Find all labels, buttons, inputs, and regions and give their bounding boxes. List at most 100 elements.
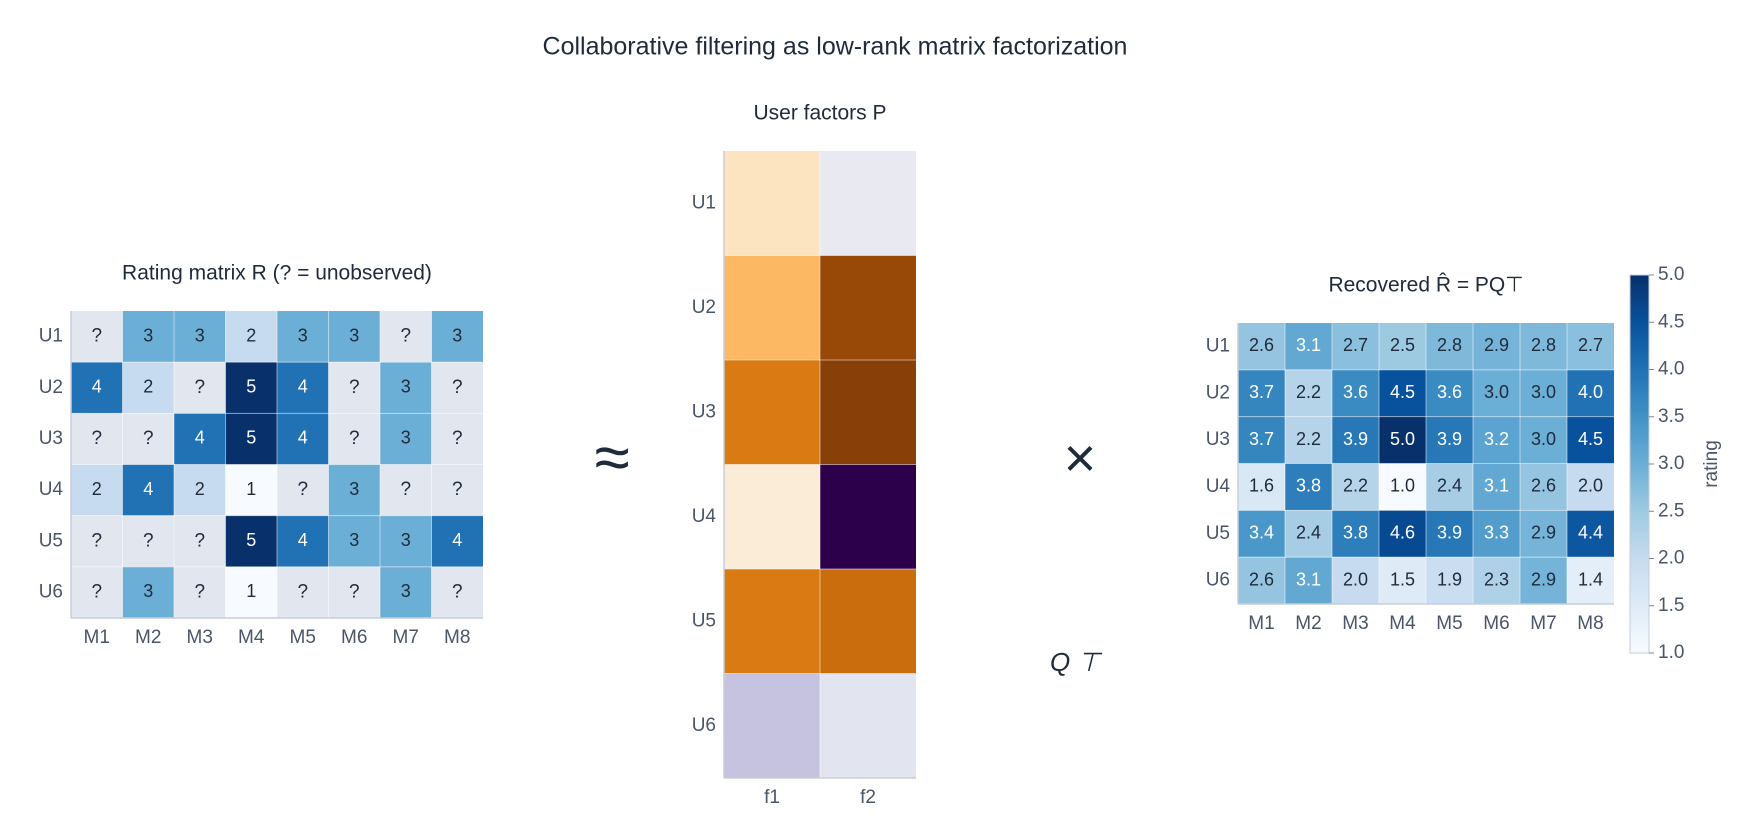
heatmap-cell <box>328 515 380 567</box>
missing-cell <box>328 413 380 465</box>
heatmap-cell <box>1426 510 1473 558</box>
heatmap-cell <box>1379 369 1426 417</box>
x-tick-label: M2 <box>135 627 161 648</box>
x-tick-label: M6 <box>1483 613 1509 634</box>
cell-value-label: 3.1 <box>1296 569 1321 589</box>
heatmap-cell <box>1567 323 1614 370</box>
x-tick-label: M7 <box>393 627 419 648</box>
cell-value-label: 2.8 <box>1437 335 1462 355</box>
heatmap-cell <box>1332 510 1379 558</box>
y-tick-label: U6 <box>692 715 716 736</box>
cell-value-label: 3.9 <box>1437 429 1462 449</box>
missing-label: ? <box>452 428 463 449</box>
heatmap-cell <box>1238 463 1285 511</box>
missing-cell <box>380 464 432 516</box>
heatmap-cell <box>724 569 820 674</box>
missing-cell <box>431 413 483 465</box>
heatmap-cell <box>1567 416 1614 464</box>
cell-value-label: 1.6 <box>1249 476 1274 496</box>
missing-label: ? <box>349 377 360 398</box>
missing-label: ? <box>91 581 102 602</box>
cell-value-label: 3 <box>195 325 205 345</box>
x-tick-label: M1 <box>1248 613 1274 634</box>
missing-cell <box>122 515 174 567</box>
heatmap-cell <box>380 413 432 465</box>
cell-value-label: 3 <box>401 581 411 601</box>
x-tick-label: M4 <box>238 627 265 648</box>
heatmap-cell <box>277 413 329 465</box>
heatmap-cell <box>1520 416 1567 464</box>
cell-value-label: 2.0 <box>1343 569 1368 589</box>
heatmap-cell <box>431 515 483 567</box>
cell-value-label: 2.8 <box>1531 335 1556 355</box>
chart-title: Rating matrix R (? = unobserved) <box>122 262 432 285</box>
heatmap-cell <box>1238 369 1285 417</box>
heatmap-cell <box>1379 323 1426 370</box>
heatmap-cell <box>380 362 432 414</box>
missing-label: ? <box>452 377 463 398</box>
cell-value-label: 3.7 <box>1249 382 1274 402</box>
cell-value-label: 5 <box>246 377 256 397</box>
x-tick-label: M8 <box>1577 613 1603 634</box>
heatmap-cell <box>1473 369 1520 417</box>
colorbar-tick-label: 5.0 <box>1658 264 1684 285</box>
y-tick-label: U6 <box>39 581 63 602</box>
y-tick-label: U5 <box>1206 523 1230 544</box>
cell-value-label: 4.5 <box>1578 429 1603 449</box>
heatmap-cell <box>820 360 916 465</box>
cell-value-label: 1.9 <box>1437 569 1462 589</box>
cell-value-label: 3 <box>143 581 153 601</box>
cell-value-label: 2.4 <box>1437 476 1462 496</box>
cell-value-label: 5.0 <box>1390 429 1415 449</box>
x-tick-label: M5 <box>1436 613 1462 634</box>
heatmap-cell <box>820 255 916 360</box>
heatmap-cell <box>820 673 916 778</box>
cell-value-label: 4 <box>195 428 205 448</box>
heatmap-cell <box>1238 510 1285 558</box>
cell-value-label: 2.6 <box>1531 476 1556 496</box>
cell-value-label: 2.6 <box>1249 569 1274 589</box>
chart-title: Recovered R̂ = PQ⊤ <box>1328 273 1523 296</box>
cell-value-label: 2 <box>92 479 102 499</box>
heatmap-cell <box>724 464 820 569</box>
approx-symbol: ≈ <box>594 421 629 493</box>
missing-cell <box>71 515 123 567</box>
heatmap-cell <box>122 464 174 516</box>
heatmap-cell <box>1332 323 1379 370</box>
y-tick-label: U3 <box>692 401 716 422</box>
heatmap-cell <box>277 362 329 414</box>
heatmap-cell <box>820 464 916 569</box>
cell-value-label: 2.2 <box>1343 476 1368 496</box>
heatmap-cell <box>1520 463 1567 511</box>
heatmap-cell <box>1285 510 1332 558</box>
missing-cell <box>71 566 123 618</box>
heatmap-cell <box>1379 510 1426 558</box>
cell-value-label: 4.0 <box>1578 382 1603 402</box>
cell-value-label: 2.7 <box>1343 335 1368 355</box>
missing-label: ? <box>194 377 205 398</box>
heatmap-cell <box>122 311 174 363</box>
missing-cell <box>380 311 432 363</box>
heatmap-cell <box>1379 463 1426 511</box>
cell-value-label: 2.2 <box>1296 429 1321 449</box>
cell-value-label: 3.4 <box>1249 523 1274 543</box>
missing-label: ? <box>452 479 463 500</box>
y-tick-label: U4 <box>692 506 717 527</box>
missing-cell <box>431 362 483 414</box>
heatmap-cell <box>1520 557 1567 604</box>
cell-value-label: 3.6 <box>1437 382 1462 402</box>
cell-value-label: 3 <box>349 479 359 499</box>
missing-cell <box>71 413 123 465</box>
missing-label: ? <box>91 530 102 551</box>
cell-value-label: 2.9 <box>1531 523 1556 543</box>
cell-value-label: 2.9 <box>1484 335 1509 355</box>
missing-cell <box>71 311 123 363</box>
cell-value-label: 2 <box>246 325 256 345</box>
y-tick-label: U4 <box>39 479 64 500</box>
heatmap-cell <box>1332 416 1379 464</box>
heatmap-cell <box>277 515 329 567</box>
cell-value-label: 3.8 <box>1296 476 1321 496</box>
cell-value-label: 3.7 <box>1249 429 1274 449</box>
heatmap-cell <box>1473 323 1520 370</box>
colorbar-tick-label: 3.5 <box>1658 406 1684 427</box>
